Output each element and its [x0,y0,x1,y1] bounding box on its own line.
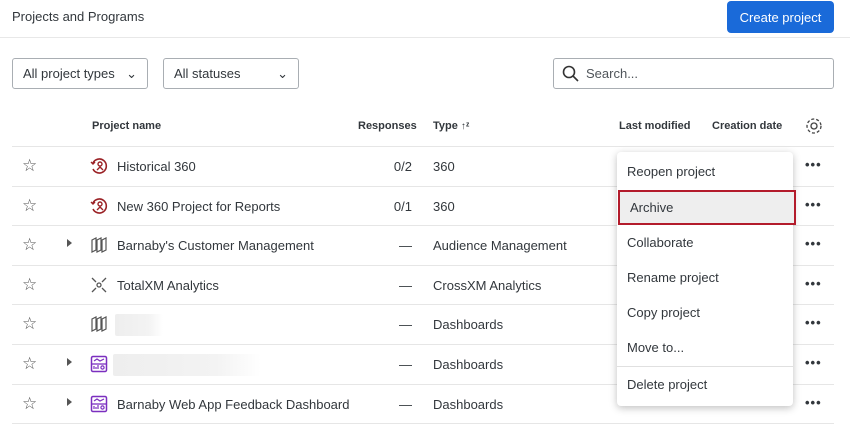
expand-caret-icon[interactable] [67,239,72,248]
more-actions-icon[interactable]: ••• [805,394,822,410]
star-icon[interactable]: ☆ [22,195,38,215]
table-row[interactable]: ☆ TotalXM Analytics — CrossXM Analytics ••• [12,264,834,305]
star-icon[interactable]: ☆ [22,393,38,413]
star-icon[interactable]: ☆ [22,235,38,255]
menu-item-collaborate[interactable]: Collaborate [627,235,694,250]
star-icon[interactable]: ☆ [22,274,38,294]
responses: — [399,317,412,333]
crossxm-icon [90,276,108,294]
menu-item-move[interactable]: Move to... [627,340,685,355]
col-project-name[interactable]: Project name [92,120,162,132]
more-actions-icon[interactable]: ••• [805,157,822,172]
col-type-label: Type [433,120,458,132]
create-project-button[interactable]: Create project [727,1,834,33]
responses: — [399,238,412,254]
dashboard-icon [90,355,108,373]
table-row[interactable]: ☆ — Dashboards ••• [12,344,834,384]
col-responses[interactable]: Responses [358,120,417,132]
project-type: Dashboards [433,396,504,412]
table-row[interactable]: ☆ New 360 Project for Reports 0/1 360 ••• [12,185,834,226]
table-row[interactable]: ☆ Barnaby Web App Feedback Dashboard — Dash… [12,383,834,424]
more-actions-icon[interactable]: ••• [805,355,822,370]
menu-item-rename[interactable]: Rename project [627,270,719,285]
dashboard-icon [90,395,108,413]
divider [12,423,834,424]
more-actions-icon[interactable]: ••• [805,196,822,212]
chevron-down-icon: ⌄ [126,65,137,81]
responses: — [399,357,412,372]
menu-item-reopen[interactable]: Reopen project [627,164,716,179]
responses: 0/2 [393,159,412,174]
gear-icon[interactable] [805,117,823,135]
project-type: Audience Management [433,238,567,254]
project-type: Dashboards [433,317,504,333]
col-creation-date[interactable]: Creation date [712,120,783,132]
page-title: Projects and Programs [12,9,145,24]
divider [0,37,850,38]
more-actions-icon[interactable]: ••• [805,236,822,252]
project-type: 360 [433,159,455,174]
more-actions-icon[interactable]: ••• [805,315,822,331]
status-select[interactable]: All statuses ⌄ [163,58,299,89]
chevron-down-icon: ⌄ [277,65,288,81]
table-row[interactable]: ☆ — Dashboards ••• [12,304,834,344]
project-actions-menu: Reopen project Archive Collaborate Renam… [617,152,796,406]
360-icon [90,157,108,175]
status-value: All statuses [174,66,241,81]
table-row[interactable]: ☆ Historical 360 0/2 360 ••• [12,146,834,186]
project-type-select[interactable]: All project types ⌄ [12,58,148,89]
project-type-value: All project types [23,66,115,81]
project-type: Dashboards [433,357,504,372]
audience-icon [90,315,108,333]
responses: 0/1 [393,198,412,214]
responses: — [399,396,412,412]
redacted-name [113,354,261,376]
project-name[interactable]: Historical 360 [117,159,196,174]
project-name[interactable]: TotalXM Analytics [117,277,219,293]
360-icon [90,197,108,215]
project-type: 360 [433,198,455,214]
expand-caret-icon[interactable] [67,397,72,406]
search-input[interactable]: Search... [553,58,834,89]
project-type: CrossXM Analytics [433,277,542,293]
project-name[interactable]: Barnaby Web App Feedback Dashboard [117,396,350,412]
menu-item-delete[interactable]: Delete project [627,377,708,392]
star-icon[interactable]: ☆ [22,314,38,334]
menu-divider [617,366,793,367]
col-last-modified[interactable]: Last modified [619,120,691,132]
audience-icon [90,236,108,254]
sort-az-icon: ↑ᶻ [460,121,470,132]
project-name[interactable]: Barnaby's Customer Management [117,238,314,254]
search-placeholder: Search... [586,66,639,81]
expand-caret-icon[interactable] [67,358,72,366]
more-actions-icon[interactable]: ••• [805,275,822,291]
redacted-name [115,314,163,337]
responses: — [399,277,412,293]
star-icon[interactable]: ☆ [22,156,38,175]
menu-item-copy[interactable]: Copy project [627,305,700,320]
col-type[interactable]: Type ↑ᶻ [433,120,470,132]
search-icon [562,65,579,82]
star-icon[interactable]: ☆ [22,354,38,373]
menu-item-archive[interactable]: Archive [618,190,796,225]
table-row[interactable]: ☆ Barnaby's Customer Management — Audience … [12,225,834,265]
project-name[interactable]: New 360 Project for Reports [117,198,281,214]
